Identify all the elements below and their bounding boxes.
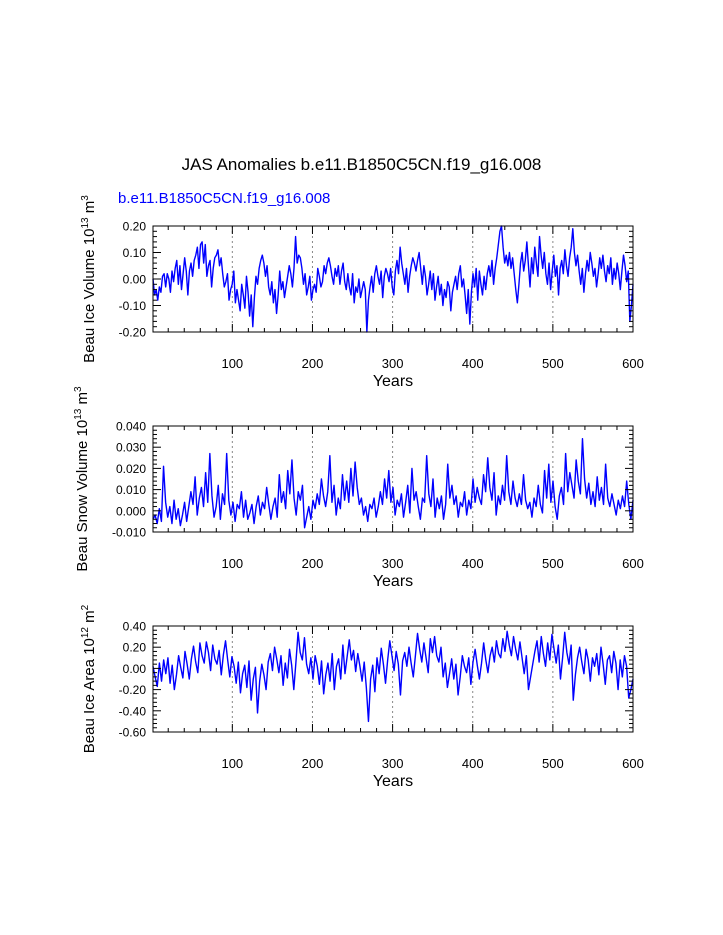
chart-panel-ice-volume: 100 200 300 400 500 600 0.20 0.10 0.00 -0.10 -0.20… [80,195,644,390]
x-tick-label: 500 [542,556,564,571]
x-tick-label: 500 [542,756,564,771]
x-tick-label: 100 [221,556,243,571]
chart-title: JAS Anomalies b.e11.B1850C5CN.f19_g16.00… [181,155,542,174]
x-tick-label: 600 [622,556,644,571]
x-tick-label: 400 [462,756,484,771]
y-axis-label: Beau Ice Area 1012 m2 [80,604,98,753]
y-tick-label: 0.000 [116,504,146,518]
y-tick-label: -0.20 [119,326,147,340]
x-tick-label: 500 [542,356,564,371]
x-tick-label: 300 [382,556,404,571]
x-tick-label: 600 [622,356,644,371]
y-tick-label: 0.00 [123,273,147,287]
x-axis-label: Years [373,773,413,790]
x-tick-label: 100 [221,756,243,771]
x-tick-label: 100 [221,356,243,371]
y-tick-label: -0.10 [119,299,147,313]
y-tick-label: 0.20 [123,220,147,234]
y-tick-label: -0.40 [119,704,147,718]
y-tick-label: 0.010 [116,483,146,497]
series-line [152,438,634,529]
y-tick-label: -0.20 [119,683,147,697]
y-tick-label: 0.40 [123,620,147,634]
x-axis-label: Years [373,573,413,590]
x-axis-label: Years [373,373,413,390]
x-tick-label: 300 [382,356,404,371]
series-line [152,630,634,723]
chart-panel-ice-area: 100 200 300 400 500 600 0.40 0.20 0.00 -0.20 -0.40… [80,604,644,790]
x-tick-label: 600 [622,756,644,771]
y-tick-label: 0.020 [116,462,146,476]
series-line [152,225,634,333]
x-tick-label: 300 [382,756,404,771]
y-axis-label: Beau Snow Volume 1013 m3 [73,386,91,572]
y-axis-label: Beau Ice Volume 1013 m3 [80,195,98,363]
y-tick-label: 0.030 [116,441,146,455]
x-tick-label: 200 [302,756,324,771]
y-tick-label: -0.60 [119,726,147,740]
x-tick-label: 400 [462,556,484,571]
x-tick-label: 200 [302,356,324,371]
x-tick-label: 400 [462,356,484,371]
y-tick-label: 0.20 [123,641,147,655]
case-label: b.e11.B1850C5CN.f19_g16.008 [118,190,331,207]
y-tick-label: 0.040 [116,420,146,434]
y-tick-label: -0.010 [112,526,146,540]
chart-panel-snow-volume: 100 200 300 400 500 600 0.040 0.030 0.020 0.010 0.… [73,386,644,590]
x-tick-label: 200 [302,556,324,571]
y-tick-label: 0.10 [123,246,147,260]
y-tick-label: 0.00 [123,662,147,676]
